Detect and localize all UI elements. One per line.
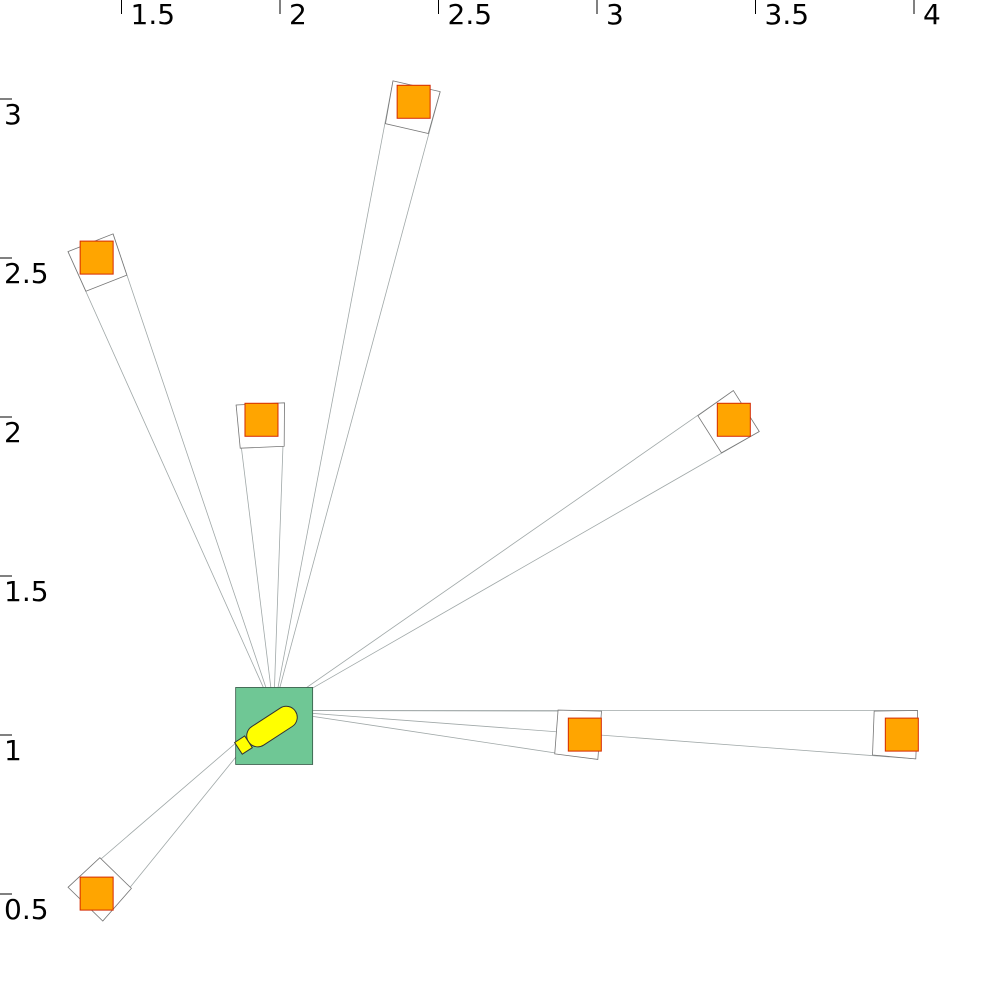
x-tick: 4 bbox=[913, 0, 941, 31]
x-tick-label: 2 bbox=[289, 0, 307, 31]
sensor-beam bbox=[273, 80, 441, 711]
target-marker bbox=[79, 240, 114, 275]
target bbox=[67, 857, 132, 922]
target-marker bbox=[716, 402, 751, 437]
y-tick: 3 bbox=[0, 98, 22, 131]
target-marker bbox=[79, 876, 114, 911]
axes: 1.5 2 2.5 3 3.5 4 3 2.5 2 1.5 1 0.5 bbox=[0, 0, 941, 926]
y-tick-label: 0.5 bbox=[4, 893, 49, 926]
y-tick: 1.5 bbox=[0, 575, 49, 608]
x-tick: 3 bbox=[596, 0, 624, 31]
target-marker bbox=[244, 402, 279, 437]
target-marker bbox=[567, 717, 602, 752]
y-tick: 1 bbox=[0, 734, 22, 767]
y-tick-label: 3 bbox=[4, 98, 22, 131]
x-tick: 2 bbox=[279, 0, 307, 31]
robot bbox=[233, 687, 314, 765]
sensor-beam bbox=[273, 710, 602, 760]
target bbox=[554, 709, 602, 760]
target bbox=[235, 402, 285, 449]
x-tick-label: 4 bbox=[923, 0, 941, 31]
target bbox=[384, 80, 441, 134]
robot-icon bbox=[233, 705, 298, 755]
target bbox=[697, 390, 760, 454]
y-tick-label: 1 bbox=[4, 734, 22, 767]
x-tick-label: 1.5 bbox=[131, 0, 176, 31]
y-tick-label: 1.5 bbox=[4, 575, 49, 608]
target bbox=[872, 710, 919, 760]
y-tick: 2 bbox=[0, 416, 22, 449]
x-tick: 3.5 bbox=[755, 0, 810, 31]
target-marker bbox=[884, 717, 919, 752]
x-tick: 2.5 bbox=[438, 0, 493, 31]
y-tick: 2.5 bbox=[0, 257, 49, 290]
y-tick-label: 2.5 bbox=[4, 257, 49, 290]
target-marker bbox=[396, 84, 431, 119]
x-tick-label: 2.5 bbox=[448, 0, 493, 31]
target bbox=[67, 233, 128, 292]
sensor-beam bbox=[235, 402, 285, 711]
y-tick-label: 2 bbox=[4, 416, 22, 449]
targets bbox=[67, 80, 919, 922]
x-tick-label: 3.5 bbox=[765, 0, 810, 31]
y-tick: 0.5 bbox=[0, 893, 49, 926]
sensor-beam bbox=[67, 233, 275, 711]
x-tick: 1.5 bbox=[121, 0, 176, 31]
x-tick-label: 3 bbox=[606, 0, 624, 31]
sensor-beams bbox=[67, 80, 918, 922]
